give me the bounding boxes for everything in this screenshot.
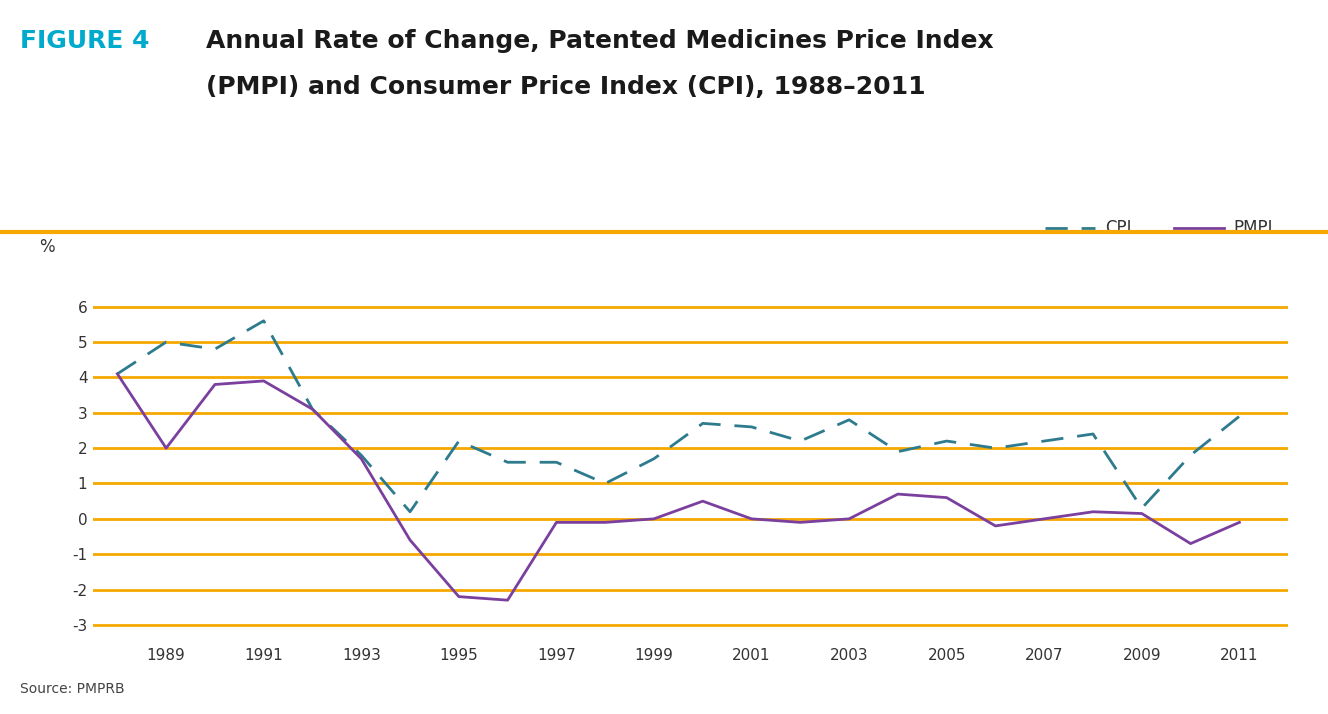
CPI — [499, 458, 515, 466]
CPI — [548, 458, 564, 466]
CPI — [109, 370, 125, 378]
CPI — [1231, 412, 1247, 421]
PMPI — [841, 515, 857, 523]
Text: (PMPI) and Consumer Price Index (CPI), 1988–2011: (PMPI) and Consumer Price Index (CPI), 1… — [206, 75, 926, 99]
CPI — [158, 338, 174, 346]
PMPI — [793, 518, 809, 527]
CPI — [402, 508, 418, 516]
PMPI — [1183, 539, 1199, 548]
Text: Annual Rate of Change, Patented Medicines Price Index: Annual Rate of Change, Patented Medicine… — [206, 29, 993, 53]
PMPI — [402, 536, 418, 544]
CPI — [207, 345, 223, 353]
PMPI — [645, 515, 661, 523]
Legend: CPI, PMPI: CPI, PMPI — [1038, 213, 1280, 244]
PMPI — [256, 377, 272, 386]
PMPI — [988, 522, 1004, 531]
CPI — [598, 479, 614, 488]
PMPI — [744, 515, 760, 523]
Text: %: % — [40, 238, 54, 256]
CPI — [353, 451, 369, 460]
CPI — [744, 423, 760, 431]
CPI — [890, 448, 906, 456]
CPI — [304, 405, 320, 413]
CPI — [793, 437, 809, 446]
PMPI — [207, 380, 223, 388]
CPI — [841, 416, 857, 424]
CPI — [1183, 451, 1199, 460]
CPI — [939, 437, 955, 446]
Text: FIGURE 4: FIGURE 4 — [20, 29, 150, 53]
PMPI — [499, 596, 515, 605]
Text: Source: PMPRB: Source: PMPRB — [20, 682, 125, 696]
CPI — [695, 419, 710, 428]
PMPI — [304, 405, 320, 413]
PMPI — [695, 497, 710, 506]
Line: CPI: CPI — [117, 321, 1239, 512]
CPI — [1085, 430, 1101, 438]
PMPI — [1085, 508, 1101, 516]
PMPI — [452, 593, 467, 601]
CPI — [452, 437, 467, 446]
PMPI — [598, 518, 614, 527]
PMPI — [548, 518, 564, 527]
CPI — [256, 316, 272, 325]
PMPI — [1231, 518, 1247, 527]
PMPI — [353, 454, 369, 463]
CPI — [645, 454, 661, 463]
PMPI — [158, 444, 174, 453]
PMPI — [1036, 515, 1052, 523]
PMPI — [890, 490, 906, 498]
CPI — [1134, 504, 1150, 513]
PMPI — [939, 493, 955, 502]
Line: PMPI: PMPI — [117, 374, 1239, 600]
PMPI — [109, 370, 125, 378]
CPI — [988, 444, 1004, 453]
CPI — [1036, 437, 1052, 446]
PMPI — [1134, 509, 1150, 518]
